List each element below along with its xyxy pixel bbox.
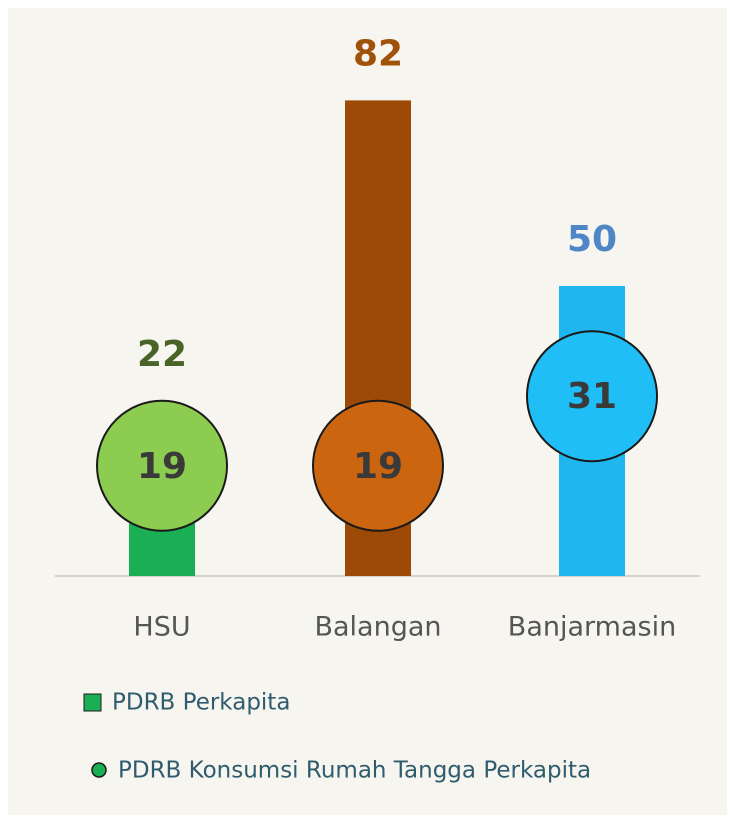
circle-value-label: 19 [353, 446, 403, 487]
x-tick-label: Balangan [314, 612, 441, 643]
circle-value-label: 19 [137, 446, 187, 487]
circle-marker [312, 399, 444, 532]
x-tick-label: HSU [133, 612, 190, 643]
legend-label: PDRB Konsumsi Rumah Tangga Perkapita [118, 758, 591, 784]
legend-swatch [83, 693, 102, 712]
circle-marker [96, 399, 228, 532]
legend-label: PDRB Perkapita [112, 690, 290, 716]
bar-value-label: 22 [137, 334, 187, 375]
legend-swatch [91, 762, 107, 778]
bar-value-label: 82 [353, 33, 403, 74]
x-tick-label: Banjarmasin [508, 612, 676, 643]
bar-value-label: 50 [567, 219, 617, 260]
circle-marker [526, 330, 658, 463]
circle-value-label: 31 [567, 376, 617, 417]
